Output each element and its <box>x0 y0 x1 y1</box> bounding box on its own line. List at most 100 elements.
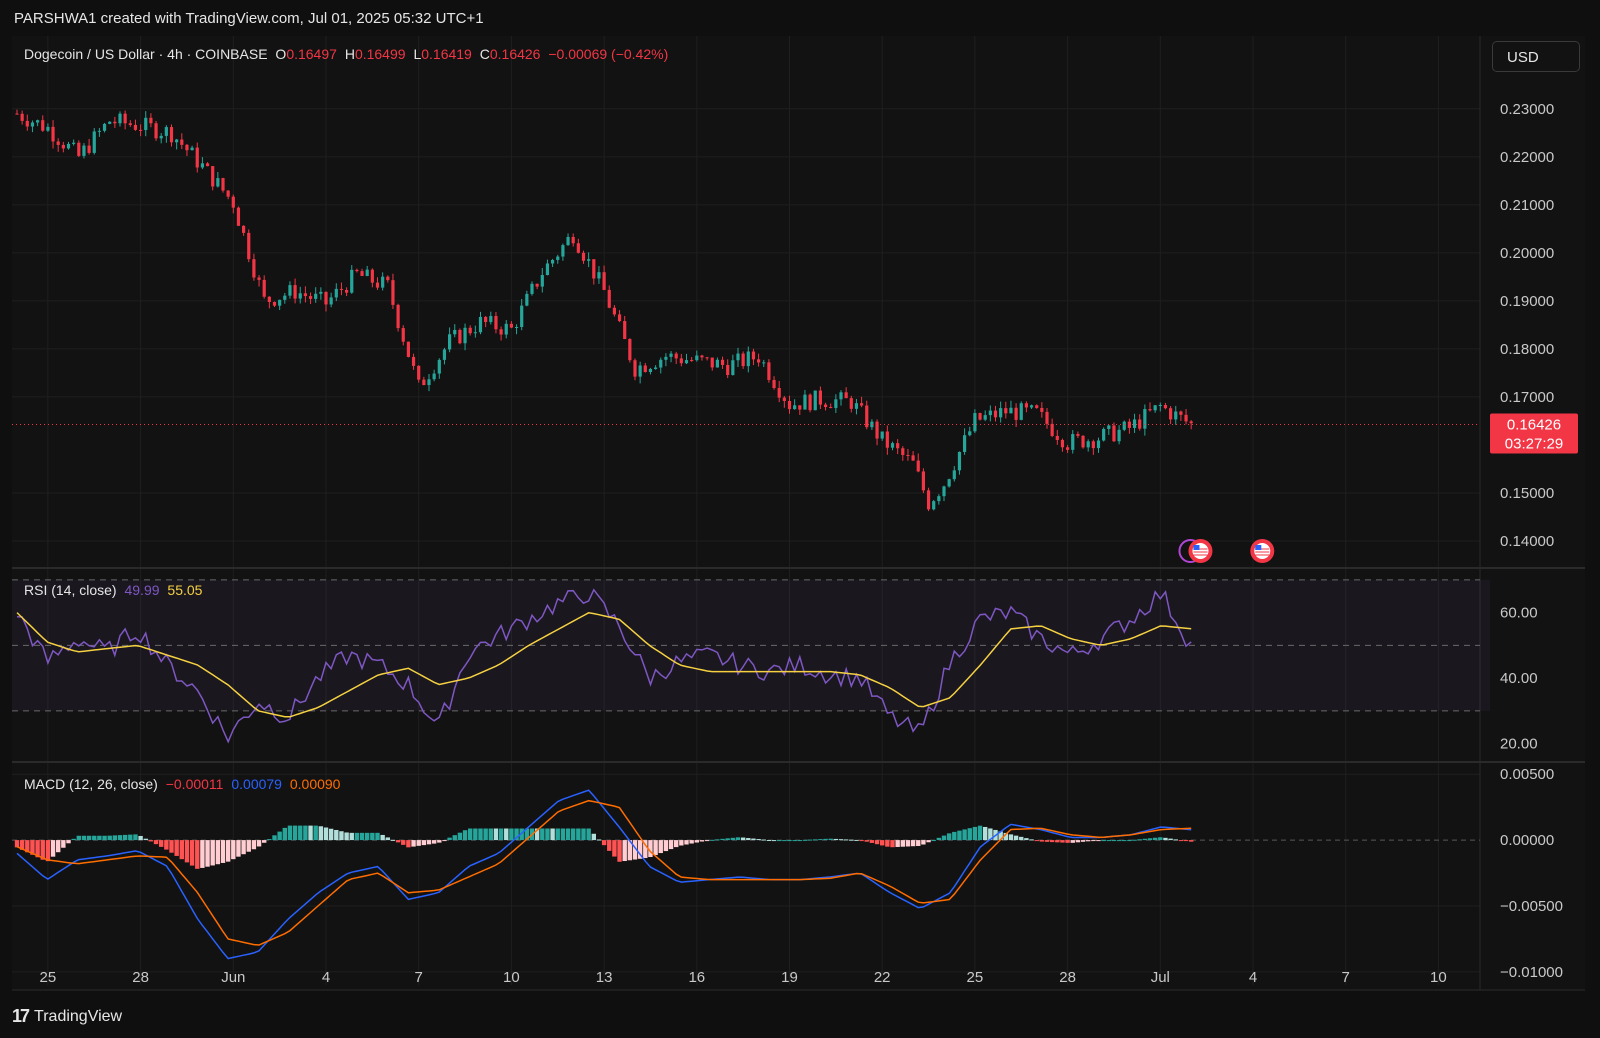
macd-histogram-bar <box>874 840 880 845</box>
currency-button[interactable]: USD <box>1492 41 1580 72</box>
candle-body <box>556 256 560 260</box>
macd-histogram-bar <box>30 840 35 855</box>
candle-body <box>427 379 431 386</box>
macd-histogram-bar <box>473 828 478 841</box>
macd-histogram-bar <box>880 840 885 846</box>
candle-body <box>1148 409 1152 411</box>
macd-histogram-bar <box>962 829 967 841</box>
macd-histogram-bar <box>617 840 622 862</box>
macd-histogram-bar <box>210 840 215 866</box>
macd-histogram-bar <box>344 832 349 841</box>
macd-histogram-bar <box>349 832 354 841</box>
macd-histogram-bar <box>777 840 782 842</box>
macd-histogram-bar <box>519 828 524 841</box>
macd-histogram-bar <box>313 825 318 841</box>
candle-body <box>288 285 292 296</box>
candle-body <box>20 113 24 121</box>
candle-body <box>1050 423 1054 436</box>
candle-body <box>736 353 740 361</box>
macd-histogram-bar <box>370 832 375 841</box>
macd-histogram-bar <box>1055 840 1060 843</box>
candle-body <box>1081 435 1085 448</box>
macd-label[interactable]: MACD (12, 26, close) <box>24 776 158 792</box>
tradingview-logo[interactable]: 17 TradingView <box>12 1006 122 1027</box>
candle-body <box>545 263 550 276</box>
macd-histogram-bar <box>56 840 61 853</box>
macd-histogram-bar <box>1086 840 1091 842</box>
candle-body <box>860 403 864 406</box>
candle-body <box>1091 441 1095 449</box>
macd-histogram-bar <box>581 828 586 841</box>
macd-histogram-bar <box>643 840 648 859</box>
candle-body <box>751 351 756 360</box>
macd-histogram-bar <box>61 840 66 848</box>
candle-body <box>293 285 297 299</box>
candle-body <box>757 359 761 363</box>
macd-histogram-bar <box>1019 836 1024 841</box>
time-axis-label: Jul <box>1151 969 1170 986</box>
macd-histogram-bar <box>169 840 174 853</box>
macd-histogram-bar <box>550 828 555 841</box>
macd-axis-label: 0.00500 <box>1500 766 1554 783</box>
candle-body <box>113 121 117 124</box>
macd-histogram-bar <box>504 828 509 841</box>
macd-histogram-bar <box>787 840 792 842</box>
macd-histogram-bar <box>524 828 530 841</box>
candle-body <box>118 113 122 124</box>
macd-histogram-bar <box>1173 839 1178 841</box>
candle-body <box>664 356 668 360</box>
candle-body <box>123 113 127 124</box>
candle-body <box>1040 407 1044 412</box>
time-axis-label: 4 <box>322 969 330 986</box>
candle-body <box>777 387 781 398</box>
candle-body <box>947 479 951 487</box>
macd-histogram-bar <box>148 840 154 842</box>
macd-histogram-bar <box>133 834 138 841</box>
time-axis-label: 13 <box>596 969 613 986</box>
candle-body <box>1122 421 1126 430</box>
time-axis-label: 28 <box>132 969 149 986</box>
candle-body <box>1189 421 1193 424</box>
chart-frame[interactable] <box>12 36 1585 991</box>
candle-body <box>417 365 421 380</box>
macd-histogram-bar <box>967 828 972 841</box>
candle-body <box>700 355 704 358</box>
macd-histogram-bar <box>488 828 493 841</box>
macd-histogram-bar <box>1013 835 1019 841</box>
last-price-value: 0.16426 <box>1507 416 1561 433</box>
candle-body <box>818 390 822 405</box>
symbol-label[interactable]: Dogecoin / US Dollar · 4h · COINBASE <box>24 46 268 62</box>
high-label: H <box>344 46 355 62</box>
candle-body <box>942 486 946 497</box>
macd-histogram-bar <box>972 826 978 841</box>
macd-histogram-bar <box>354 832 360 841</box>
macd-histogram-bar <box>864 840 869 842</box>
macd-histogram-bar <box>390 839 396 841</box>
macd-histogram-bar <box>272 835 277 841</box>
rsi-ma-line <box>16 612 1192 718</box>
candle-body <box>1035 405 1039 408</box>
candle-body <box>72 142 76 144</box>
candle-body <box>396 304 400 329</box>
candle-body <box>169 127 174 143</box>
macd-histogram-bar <box>890 840 895 848</box>
macd-histogram-bar <box>895 840 900 847</box>
candle-body <box>679 358 683 364</box>
candle-body <box>890 443 895 448</box>
price-axis-label: 0.20000 <box>1500 245 1554 262</box>
macd-histogram-bar <box>534 828 540 841</box>
macd-histogram-bar <box>236 840 241 857</box>
candle-body <box>581 252 586 261</box>
macd-histogram-bar <box>653 840 658 856</box>
macd-histogram-bar <box>241 840 246 855</box>
rsi-label[interactable]: RSI (14, close) <box>24 582 117 598</box>
macd-histogram-bar <box>143 838 148 841</box>
candle-body <box>767 362 771 380</box>
time-axis-label: 22 <box>874 969 891 986</box>
macd-histogram-bar <box>462 830 468 841</box>
candle-body <box>200 163 204 168</box>
macd-histogram-bar <box>936 837 942 841</box>
macd-histogram-bar <box>988 828 993 841</box>
candle-body <box>1184 414 1188 422</box>
